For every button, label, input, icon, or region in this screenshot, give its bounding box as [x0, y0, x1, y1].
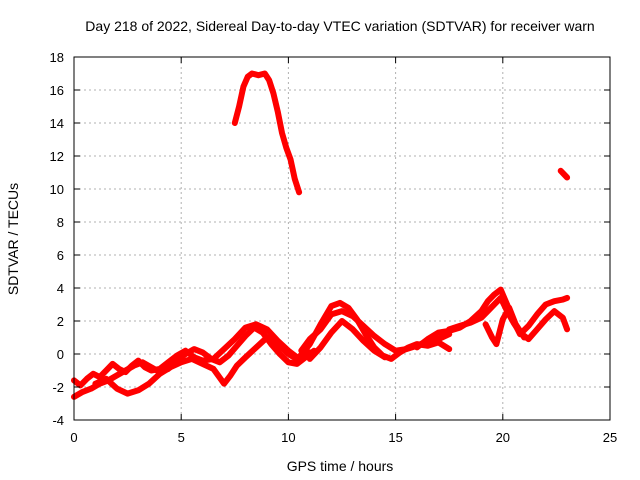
y-tick-label: -4 [52, 413, 64, 428]
series-short-segment [557, 167, 571, 181]
x-tick-label: 0 [70, 430, 77, 445]
y-tick-label: 4 [57, 281, 64, 296]
ticks [73, 56, 611, 421]
series-low-arc-c [92, 334, 313, 397]
y-tick-label: 2 [57, 314, 64, 329]
tick-labels: 0 5 10 15 20 25 -4 -2 0 2 4 6 8 10 12 14 16 18 [50, 50, 618, 445]
y-tick-label: 6 [57, 248, 64, 263]
x-axis-label: GPS time / hours [287, 458, 394, 474]
y-tick-label: 14 [50, 116, 64, 131]
x-tick-label: 5 [178, 430, 185, 445]
series-late-arc-c [482, 304, 528, 348]
x-tick-label: 25 [603, 430, 617, 445]
grid [74, 57, 610, 420]
y-tick-label: 10 [50, 182, 64, 197]
series-high-arc [231, 70, 303, 196]
y-tick-label: -2 [52, 380, 64, 395]
y-axis-label: SDTVAR / TECUs [5, 183, 21, 295]
x-tick-label: 10 [281, 430, 295, 445]
chart-title: Day 218 of 2022, Sidereal Day-to-day VTE… [85, 18, 594, 34]
plot-frame [73, 56, 611, 421]
series-low-arc-a [71, 321, 303, 389]
y-tick-label: 12 [50, 149, 64, 164]
y-tick-label: 0 [57, 347, 64, 362]
series-group [71, 70, 571, 400]
y-tick-label: 8 [57, 215, 64, 230]
series-mid-arc-c [306, 318, 388, 362]
y-tick-label: 18 [50, 50, 64, 65]
y-tick-label: 16 [50, 83, 64, 98]
series-low-arc-b [71, 324, 318, 400]
x-tick-label: 20 [496, 430, 510, 445]
x-tick-label: 15 [388, 430, 402, 445]
